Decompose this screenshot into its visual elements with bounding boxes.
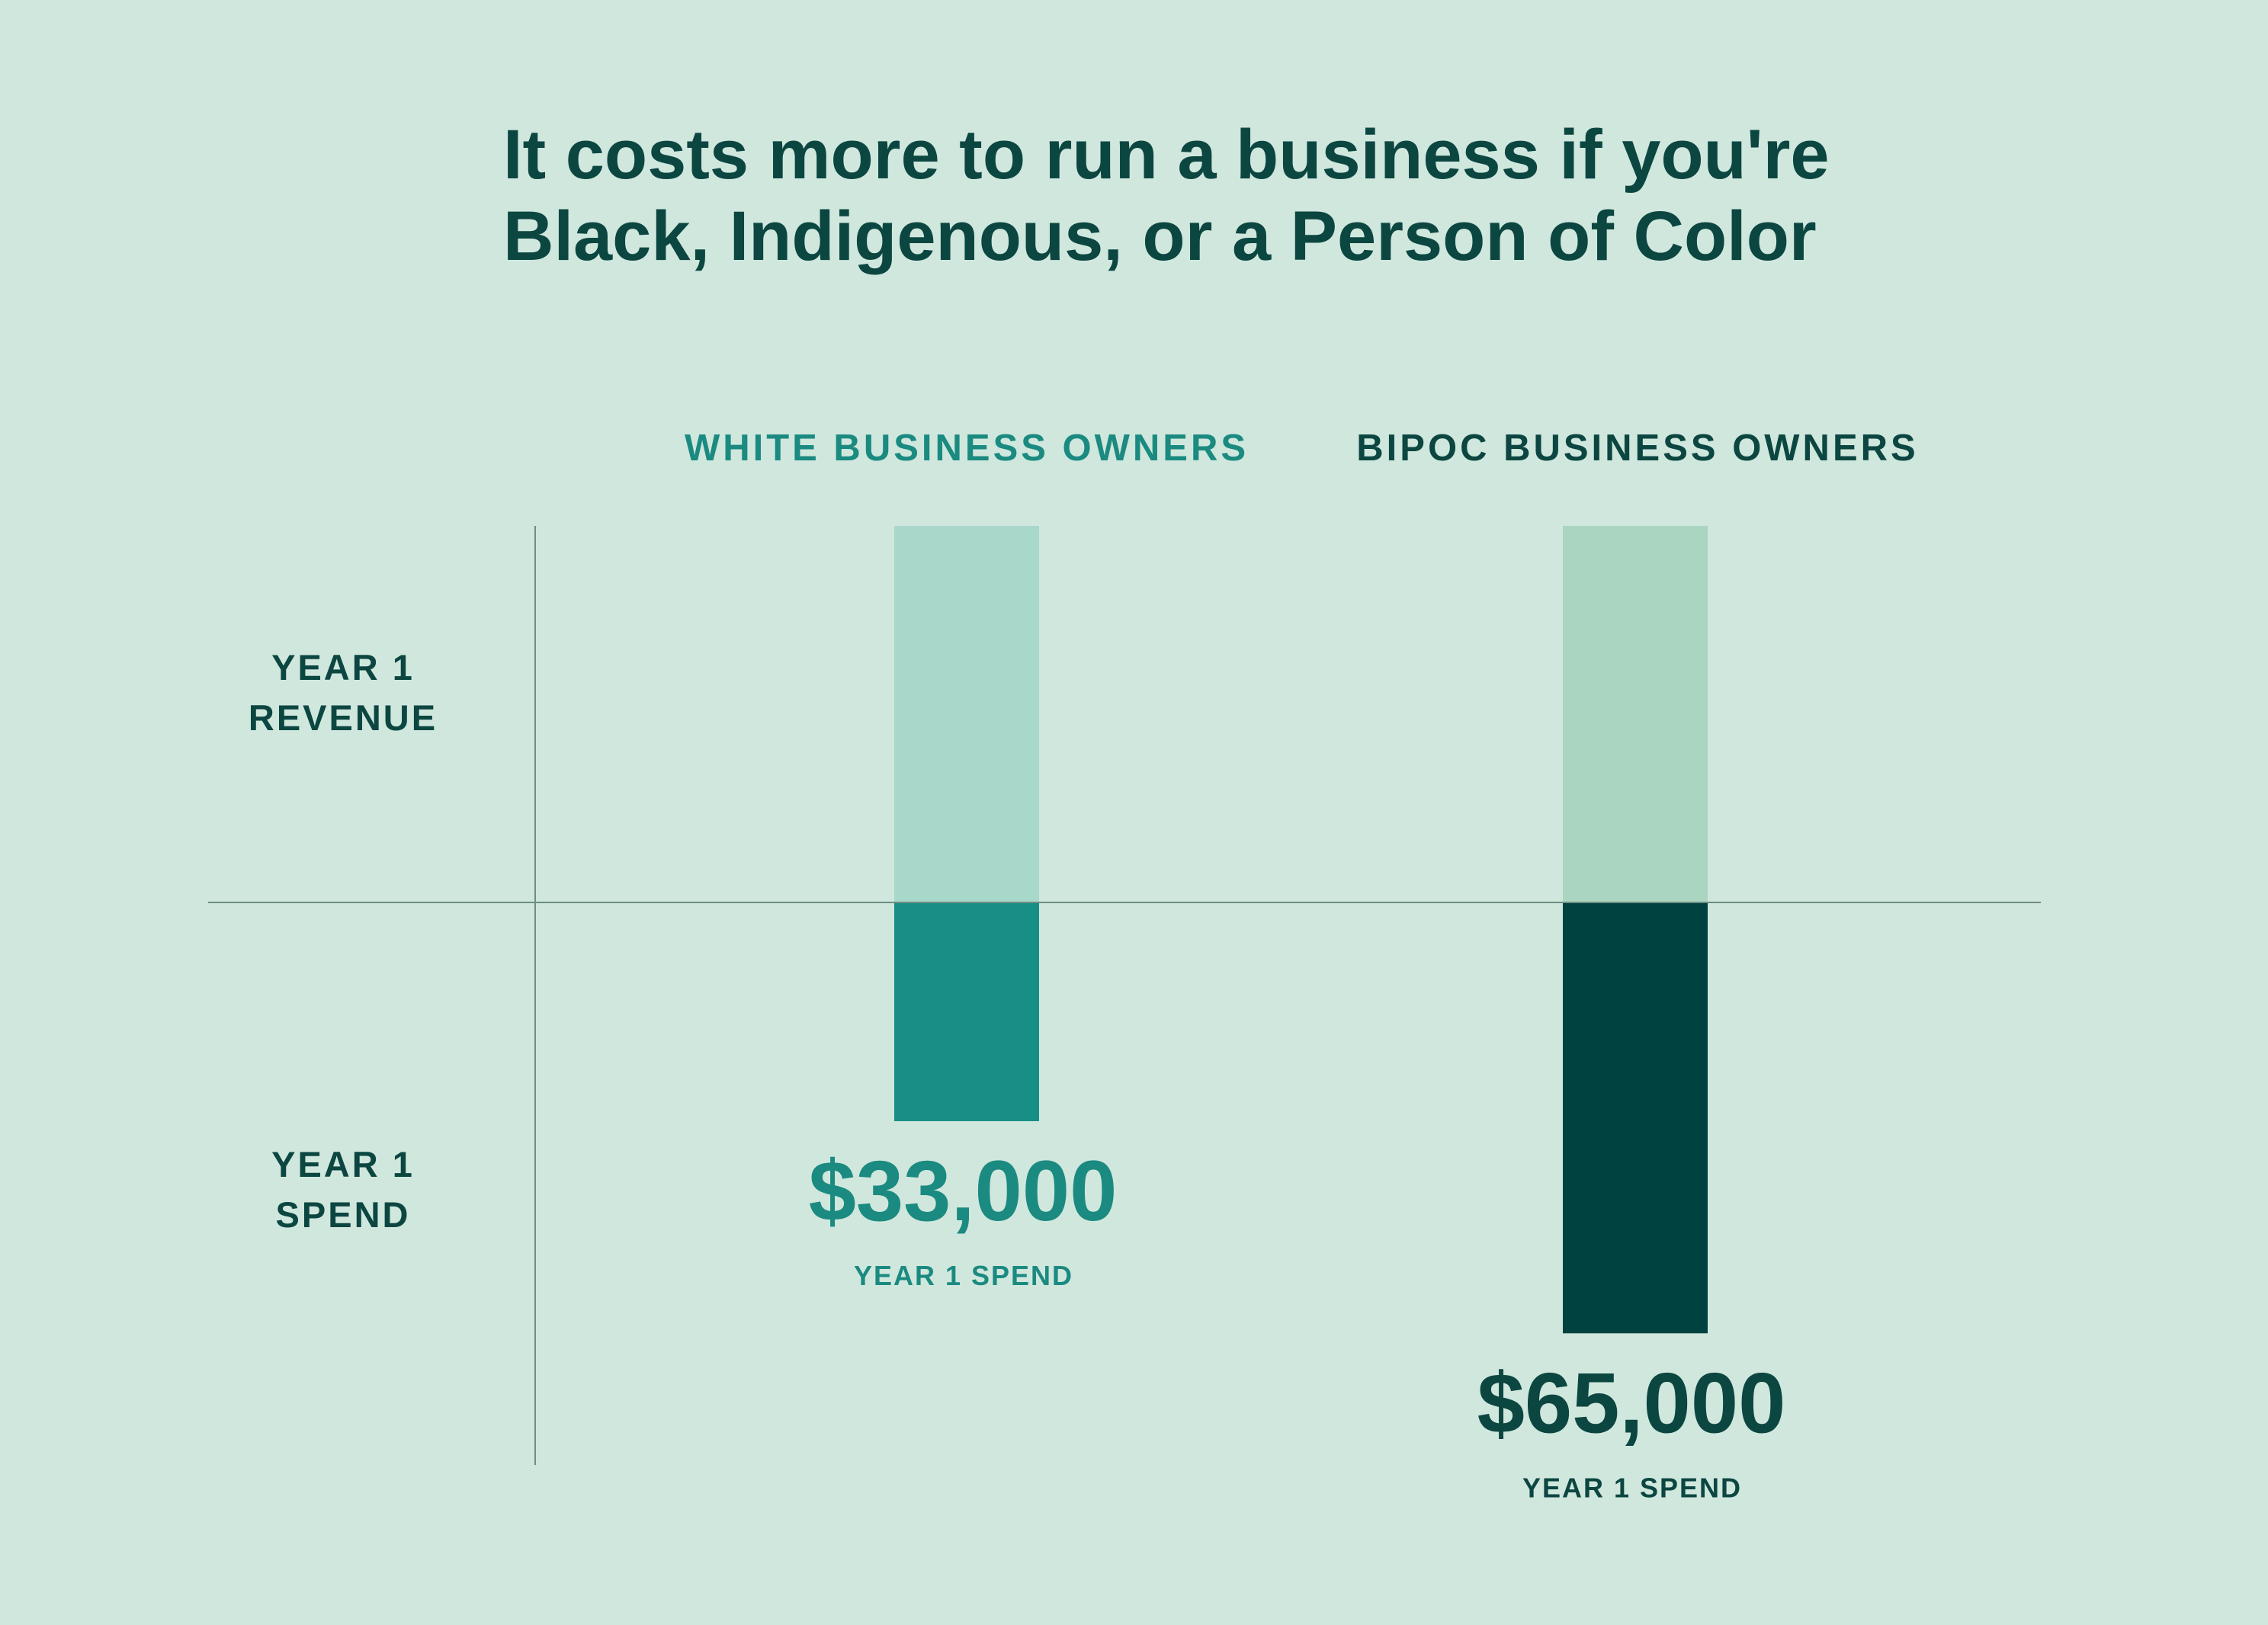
revenue-bar-bipoc: [1563, 526, 1708, 902]
row-label-year-1-revenue: YEAR 1 REVENUE: [191, 643, 496, 743]
chart-title-line-1: It costs more to run a business if you'r…: [503, 116, 1830, 194]
spend-value-label-white: $33,000: [809, 1143, 1118, 1239]
row-label-year-1-spend: YEAR 1 SPEND: [191, 1139, 496, 1240]
row-label-spend-line-1: YEAR 1: [271, 1144, 415, 1184]
spend-bar-white: [894, 902, 1039, 1121]
spend-caption-bipoc: YEAR 1 SPEND: [1522, 1472, 1742, 1503]
row-label-revenue-line-1: YEAR 1: [271, 647, 415, 688]
chart-title: It costs more to run a business if you'r…: [503, 114, 1875, 277]
spend-value-label-bipoc: $65,000: [1477, 1355, 1786, 1450]
spend-caption-white: YEAR 1 SPEND: [854, 1260, 1073, 1291]
chart-title-line-2: Black, Indigenous, or a Person of Color: [503, 197, 1817, 275]
row-label-spend-line-2: SPEND: [275, 1194, 411, 1235]
row-label-revenue-line-2: REVENUE: [248, 697, 438, 738]
spend-bar-bipoc: [1563, 902, 1708, 1334]
revenue-bar-white: [894, 526, 1039, 902]
column-header-white-business-owners: WHITE BUSINESS OWNERS: [684, 428, 1249, 469]
column-header-bipoc-business-owners: BIPOC BUSINESS OWNERS: [1356, 428, 1919, 469]
